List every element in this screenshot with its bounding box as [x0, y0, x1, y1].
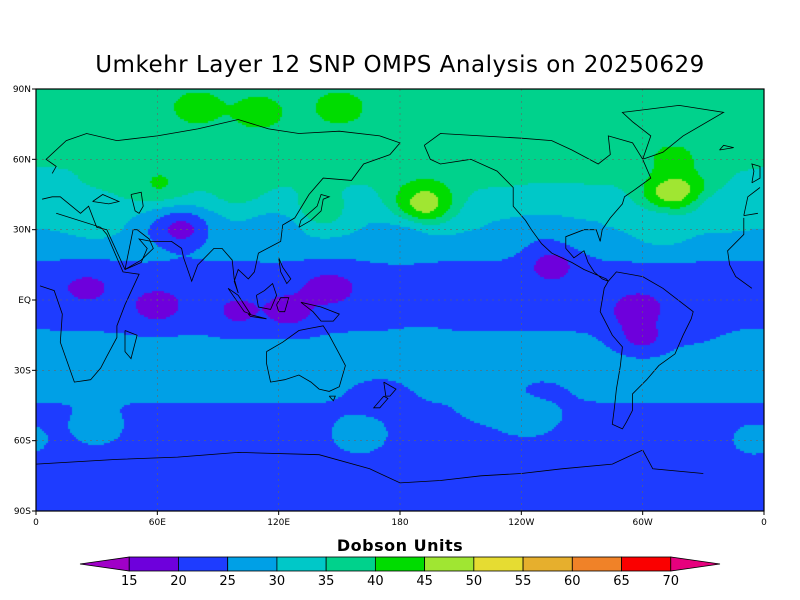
lon-tick-label: 0 [761, 518, 767, 528]
colorbar-level-label: 55 [515, 574, 532, 589]
coastline-path [751, 163, 761, 184]
colorbar-level-label: 50 [466, 574, 483, 589]
coastline-path [39, 212, 753, 383]
lon-tick-label: 120E [267, 518, 290, 528]
coastline-path [227, 287, 252, 315]
colorbar-level-label: 40 [367, 574, 384, 589]
lat-tick-label: 30N [13, 226, 31, 236]
lon-tick-label: 60E [149, 518, 166, 528]
coastline-path [130, 191, 144, 214]
map-title: Umkehr Layer 12 SNP OMPS Analysis on 202… [95, 52, 705, 78]
lat-tick-label: 60S [14, 437, 31, 447]
lon-tick-label: 60W [632, 518, 652, 528]
lon-tick-label: 180 [391, 518, 408, 528]
coastline-path [599, 271, 694, 430]
lon-tick-label: 0 [33, 518, 39, 528]
colorbar-swatch [522, 556, 573, 572]
coastline-path [92, 194, 121, 205]
coastline-path [256, 282, 278, 310]
colorbar-swatch [621, 556, 672, 572]
coastline-path [383, 381, 397, 397]
colorbar-swatch [276, 556, 327, 572]
colorbar-swatch [128, 556, 179, 572]
colorbar-swatch [571, 556, 622, 572]
colorbar-level-label: 15 [121, 574, 138, 589]
lon-tick-label: 120W [508, 518, 534, 528]
coastline-path [328, 395, 336, 402]
colorbar-level-label: 35 [318, 574, 335, 589]
colorbar-swatch [424, 556, 475, 572]
coastline-path [719, 144, 734, 151]
lat-tick-label: 90S [14, 507, 31, 517]
coastline-path [42, 119, 761, 294]
colorbar-swatch [473, 556, 524, 572]
coastline-path [298, 194, 331, 228]
coastlines [35, 104, 761, 484]
colorbar: 15 20 25 30 35 40 45 50 55 60 65 70 [79, 556, 721, 589]
coastline-path [35, 449, 704, 484]
coastline-path [372, 395, 389, 409]
colorbar-swatch [227, 556, 278, 572]
colorbar-level-label: 30 [269, 574, 286, 589]
colorbar-level-label: 65 [613, 574, 630, 589]
colorbar-level-label: 70 [662, 574, 679, 589]
colorbar-title: Dobson Units [336, 536, 464, 555]
lat-tick-label: 60N [13, 155, 31, 165]
coastline-path [621, 104, 725, 160]
colorbar-swatch [325, 556, 376, 572]
coastline-path [266, 325, 346, 392]
lat-tick-label: 90N [13, 85, 31, 95]
lat-tick-label: EQ [18, 296, 31, 306]
colorbar-swatch-high [670, 556, 721, 572]
coastline-path [276, 297, 290, 313]
colorbar-swatch [374, 556, 426, 572]
coastline-path [248, 313, 267, 320]
colorbar-swatch-low [79, 556, 130, 572]
colorbar-level-label: 25 [219, 574, 236, 589]
colorbar-level-label: 45 [416, 574, 433, 589]
coastline-path [423, 133, 652, 282]
colorbar-level-label: 60 [564, 574, 581, 589]
coastline-path [278, 257, 292, 285]
lat-tick-label: 30S [14, 366, 31, 376]
colorbar-swatch [178, 556, 229, 572]
coastline-path [300, 301, 340, 322]
colorbar-level-label: 20 [170, 574, 187, 589]
gridlines [36, 89, 764, 511]
coastline-path [124, 330, 138, 360]
